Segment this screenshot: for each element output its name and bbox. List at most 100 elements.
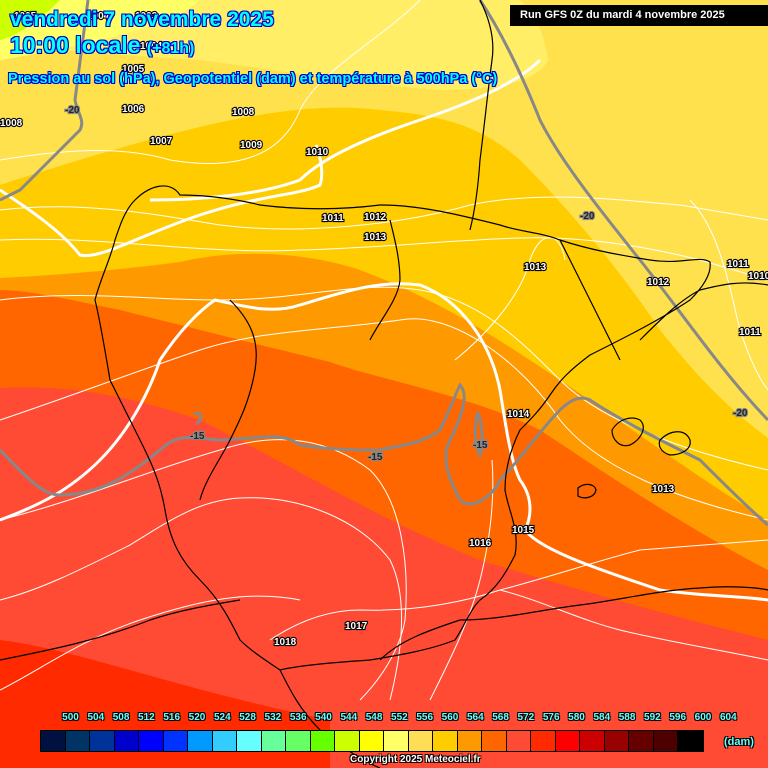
legend-tick: 580 xyxy=(568,712,585,723)
legend-tick: 568 xyxy=(492,712,509,723)
forecast-lead-hours: (+81h) xyxy=(146,40,195,57)
isobar-label: 1012 xyxy=(647,277,670,288)
legend-swatch xyxy=(163,731,188,751)
isobar-label: 1012 xyxy=(364,212,387,223)
legend-tick: 512 xyxy=(138,712,155,723)
legend-tick: 508 xyxy=(112,712,130,723)
legend-swatch xyxy=(261,731,286,751)
legend-tick: 504 xyxy=(87,712,105,723)
temperature-label: -15 xyxy=(190,431,205,442)
isobars xyxy=(0,0,768,701)
temperature-label: -15 xyxy=(473,440,488,451)
legend-swatch xyxy=(555,731,580,751)
isobar-label: 1005 xyxy=(122,64,145,75)
band-548 xyxy=(0,0,60,40)
legend-swatch xyxy=(433,731,458,751)
legend-swatch xyxy=(65,731,90,751)
isobar-label: 1011 xyxy=(727,259,749,270)
legend-tick: 552 xyxy=(391,712,408,723)
legend-tick: 592 xyxy=(644,712,661,723)
legend-swatch xyxy=(604,731,629,751)
band-556 xyxy=(0,0,768,438)
isobar-label: 1013 xyxy=(364,232,387,243)
legend-tick: 560 xyxy=(441,712,459,723)
legend-swatch xyxy=(531,731,556,751)
legend-swatch xyxy=(653,731,678,751)
isobar-label: 1009 xyxy=(240,140,263,151)
temperature-isotherms xyxy=(0,0,768,527)
isobar-label: 1013 xyxy=(652,484,675,495)
band-552b xyxy=(0,0,200,60)
legend-swatch xyxy=(457,731,482,751)
legend-swatch xyxy=(580,731,605,751)
isobar-label: 1010 xyxy=(306,147,329,158)
legend-swatch xyxy=(114,731,139,751)
legend-tick: 516 xyxy=(163,712,181,723)
isobar-label: 1008 xyxy=(0,118,23,129)
legend-swatch xyxy=(212,731,237,751)
legend-tick: 596 xyxy=(669,712,687,723)
legend-tick: 600 xyxy=(694,712,712,723)
isobar-label: 1018 xyxy=(274,637,297,648)
forecast-date: vendredi 7 novembre 2025 xyxy=(10,8,274,31)
legend-tick: 548 xyxy=(365,712,383,723)
isobar-label: 1003 xyxy=(135,11,158,22)
legend-tick: 532 xyxy=(264,712,282,723)
legend-swatch xyxy=(335,731,360,751)
isobar-label: 1011 xyxy=(322,213,344,224)
isobar-label: 1004 xyxy=(140,41,163,52)
legend-tick: 528 xyxy=(239,712,256,723)
legend-swatch xyxy=(506,731,531,751)
legend-swatch xyxy=(139,731,164,751)
legend-swatch xyxy=(629,731,654,751)
legend-bar xyxy=(40,730,704,752)
isobar-label: 1011 xyxy=(739,327,761,338)
isobar-label: 1014 xyxy=(507,409,530,420)
legend-tick: 540 xyxy=(315,712,332,723)
legend-tick: 556 xyxy=(416,712,434,723)
isobar-label: 1005 xyxy=(14,11,37,22)
legend-unit: (dam) xyxy=(724,736,754,748)
legend-tick: 584 xyxy=(593,712,611,723)
legend-swatch xyxy=(678,731,703,751)
isobar-label: 1008 xyxy=(232,107,255,118)
isobar-label: 1010 xyxy=(748,271,768,282)
legend-swatch xyxy=(482,731,507,751)
legend-swatch xyxy=(286,731,311,751)
forecast-time: 10:00 locale (+81h) xyxy=(10,32,194,59)
legend-tick: 520 xyxy=(188,712,206,723)
legend-tick: 564 xyxy=(466,712,484,723)
isobar-label: 1015 xyxy=(512,525,535,536)
legend-tick: 524 xyxy=(213,712,231,723)
forecast-time-value: 10:00 locale xyxy=(10,32,141,58)
temperature-labels: -20 -20 -20 -15 -15 -15 xyxy=(64,104,749,464)
legend-tick: 604 xyxy=(719,712,737,723)
legend-ticks: 500 504 508 512 516 520 524 528 532 536 540 544 548 5… xyxy=(60,712,760,726)
temperature-label: -20 xyxy=(65,105,80,116)
legend-tick: 544 xyxy=(340,712,358,723)
legend-tick: 576 xyxy=(542,712,560,723)
isobar-label: 1007 xyxy=(150,136,173,147)
isobar-labels: 1005 1004 1003 1004 1005 1006 1007 1008 1008 1009… xyxy=(0,10,768,649)
temperature-label: -20 xyxy=(580,211,595,222)
isobar-label: 1017 xyxy=(345,621,368,632)
isobar-label: 1016 xyxy=(469,538,492,549)
isobar-label: 1004 xyxy=(87,11,110,22)
geopotential-lines xyxy=(0,58,768,602)
temperature-label: -15 xyxy=(368,452,383,463)
legend-tick: 536 xyxy=(289,712,307,723)
legend-tick: 572 xyxy=(517,712,535,723)
legend-swatch xyxy=(384,731,409,751)
color-legend: 500 504 508 512 516 520 524 528 532 536 540 544 548 5… xyxy=(40,712,760,752)
legend-swatch xyxy=(188,731,213,751)
legend-swatch xyxy=(90,731,115,751)
copyright: Copyright 2025 Meteociel.fr xyxy=(350,754,481,765)
run-info-box: Run GFS 0Z du mardi 4 novembre 2025 xyxy=(510,5,768,26)
legend-swatch xyxy=(359,731,384,751)
isobar-label: 1006 xyxy=(122,104,145,115)
map-description: Pression au sol (hPa), Geopotentiel (dam… xyxy=(8,71,498,87)
legend-tick: 588 xyxy=(618,712,636,723)
isobar-label: 1013 xyxy=(524,262,547,273)
